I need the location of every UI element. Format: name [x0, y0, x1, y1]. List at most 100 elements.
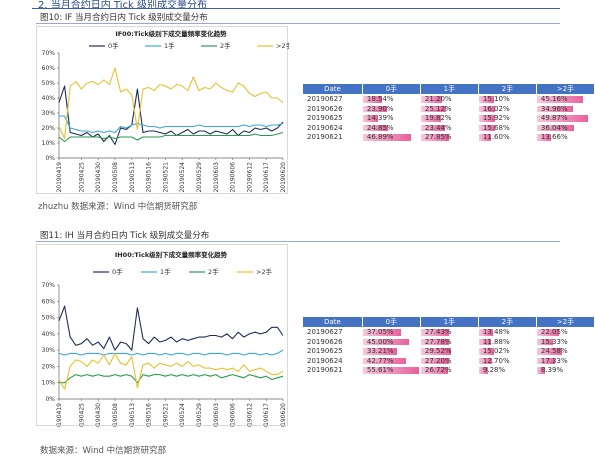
- if-value-text: 16.02%: [482, 104, 510, 113]
- ih-value-cell: 12.70%: [477, 355, 537, 366]
- section-header: 2. 当月合约日内 Tick 级别成交量分布: [38, 0, 207, 11]
- ih-xtick-label-10: 20190606: [230, 403, 237, 427]
- if-xtick-label-11: 20190612: [246, 162, 253, 193]
- ih-chart-svg: IH00:Tick级别下成交量频率变化趋势 0手 1手 2手 >2手 0% 10% 20% 30…: [42, 250, 287, 427]
- ih-ytick-label-0: 0%: [45, 396, 55, 403]
- ih-data-bar: [536, 367, 546, 374]
- ih-value-cell: 27.78%: [419, 336, 479, 347]
- ih-value-cell: 9.28%: [477, 365, 537, 376]
- ih-value-cell: 42.77%: [361, 355, 421, 366]
- ih-value-cell: 22.05%: [535, 327, 595, 338]
- if-ytick-label-2: 20%: [42, 125, 56, 132]
- figure11-title: 图11: IH 当月合约日内 Tick 级别成交量分布: [40, 231, 210, 241]
- if-data-bar: [478, 105, 496, 112]
- ih-series-line-3: [58, 352, 284, 390]
- ih-value-text: 26.72%: [424, 366, 452, 375]
- ih-value-cell: 27.20%: [419, 355, 479, 366]
- if-data-bar: [362, 96, 382, 103]
- if-legend-label-0: 0手: [108, 41, 119, 50]
- ih-data-bar: [362, 367, 420, 374]
- ih-value-text: 9.28%: [482, 366, 506, 375]
- if-header-2: 1手: [419, 83, 479, 95]
- if-header-1: 0手: [361, 83, 421, 95]
- ih-series-line-2: [59, 374, 284, 384]
- if-data-bar: [478, 124, 495, 131]
- if-value-cell: 24.85%: [361, 122, 421, 133]
- ih-value-cell: 11.88%: [477, 336, 537, 347]
- ih-chart-title: IH00:Tick级别下成交量频率变化趋势: [115, 250, 228, 259]
- ih-chart: IH00:Tick级别下成交量频率变化趋势 0手 1手 2手 >2手 0% 10% 20% 30…: [36, 244, 288, 427]
- ih-value-text: 15.33%: [540, 337, 568, 346]
- ih-value-text: 11.88%: [482, 337, 510, 346]
- ih-data-bar: [478, 329, 493, 336]
- ih-value-text: 22.05%: [540, 328, 568, 337]
- if-value-cell: 27.85%: [419, 132, 479, 143]
- ih-header-2: 1手: [419, 316, 479, 328]
- if-value-cell: 19.82%: [419, 113, 479, 124]
- ih-data-bar: [420, 367, 449, 374]
- ih-value-cell: 45.00%: [361, 336, 421, 347]
- if-value-cell: 15.92%: [477, 113, 537, 124]
- ih-ytick-label-6: 60%: [42, 298, 56, 305]
- if-xtick-label-5: 20190516: [146, 162, 153, 193]
- if-data-bar: [478, 96, 495, 103]
- ih-data-bar: [478, 348, 495, 355]
- ih-series-line-0: [58, 305, 284, 351]
- ih-value-text: 33.21%: [366, 347, 394, 356]
- ih-value-text: 27.78%: [424, 337, 452, 346]
- if-value-cell: 21.20%: [419, 94, 479, 105]
- ih-data-bar: [536, 348, 562, 355]
- ih-ytick-label-7: 70%: [42, 282, 56, 289]
- ih-data-bar: [362, 329, 401, 336]
- if-value-cell: 25.12%: [419, 103, 479, 114]
- if-data-bar: [536, 124, 574, 131]
- if-value-text: 27.85%: [424, 133, 452, 142]
- ih-value-cell: 15.02%: [477, 346, 537, 357]
- if-ytick-label-1: 10%: [42, 140, 56, 147]
- ih-value-cell: 8.39%: [535, 365, 595, 376]
- if-value-text: 21.20%: [424, 95, 452, 104]
- if-value-text: 18.54%: [366, 95, 394, 104]
- ih-data-bar: [420, 338, 450, 345]
- ih-date-cell: 20190624: [302, 355, 363, 366]
- ih-ytick-label-3: 30%: [42, 347, 56, 354]
- if-value-text: 36.04%: [540, 123, 568, 132]
- if-data-bar: [536, 105, 573, 112]
- ih-xtick-label-13: 20190620: [280, 403, 287, 427]
- ih-series-line-1: [58, 349, 284, 356]
- figure10-source: zhuzhu 数据来源：Wind 中信期货研究部: [38, 202, 198, 212]
- ih-xtick-label-7: 20190524: [179, 403, 186, 427]
- if-xtick-label-12: 20190617: [263, 162, 270, 193]
- if-value-cell: 23.90%: [361, 103, 421, 114]
- ih-value-text: 12.70%: [482, 356, 510, 365]
- if-data-bar: [420, 124, 445, 131]
- if-value-cell: 15.10%: [477, 94, 537, 105]
- ih-value-text: 55.61%: [366, 366, 394, 375]
- ih-value-text: 27.43%: [424, 328, 452, 337]
- ih-data-bar: [536, 357, 555, 364]
- ih-value-cell: 37.05%: [361, 327, 421, 338]
- if-value-text: 14.39%: [366, 114, 394, 123]
- if-legend-label-3: >2手: [276, 41, 289, 50]
- ih-data-bar: [478, 357, 492, 364]
- if-series-line-0: [58, 85, 284, 146]
- ih-value-text: 29.52%: [424, 347, 452, 356]
- ih-header-0: Date: [302, 316, 363, 328]
- ih-xtick-label-5: 20190516: [146, 403, 153, 427]
- if-header-3: 2手: [477, 83, 537, 95]
- ih-xtick-label-2: 20190430: [95, 403, 102, 427]
- figure11-source: 数据来源：Wind 中信期货研究部: [40, 446, 167, 456]
- ih-data-bar: [362, 348, 397, 355]
- ih-value-cell: 26.72%: [419, 365, 479, 376]
- ih-value-text: 17.33%: [540, 356, 568, 365]
- ih-value-text: 24.58%: [540, 347, 568, 356]
- ih-row-1: 20190626 45.00% 27.78% 11.88% 15.33%: [302, 336, 595, 347]
- if-xtick-label-9: 20190603: [213, 162, 220, 193]
- if-value-text: 24.85%: [366, 123, 394, 132]
- if-value-text: 23.44%: [424, 123, 452, 132]
- if-chart: IF00:Tick级别下成交量频率变化趋势 0手 1手 2手 >2手 0% 10% 20% 30…: [36, 26, 289, 194]
- ih-date-cell: 20190626: [302, 336, 363, 347]
- if-value-cell: 49.87%: [535, 113, 595, 124]
- if-xtick-label-3: 20190508: [112, 162, 119, 193]
- if-header-row: Date 0手 1手 2手 >2手: [302, 83, 595, 95]
